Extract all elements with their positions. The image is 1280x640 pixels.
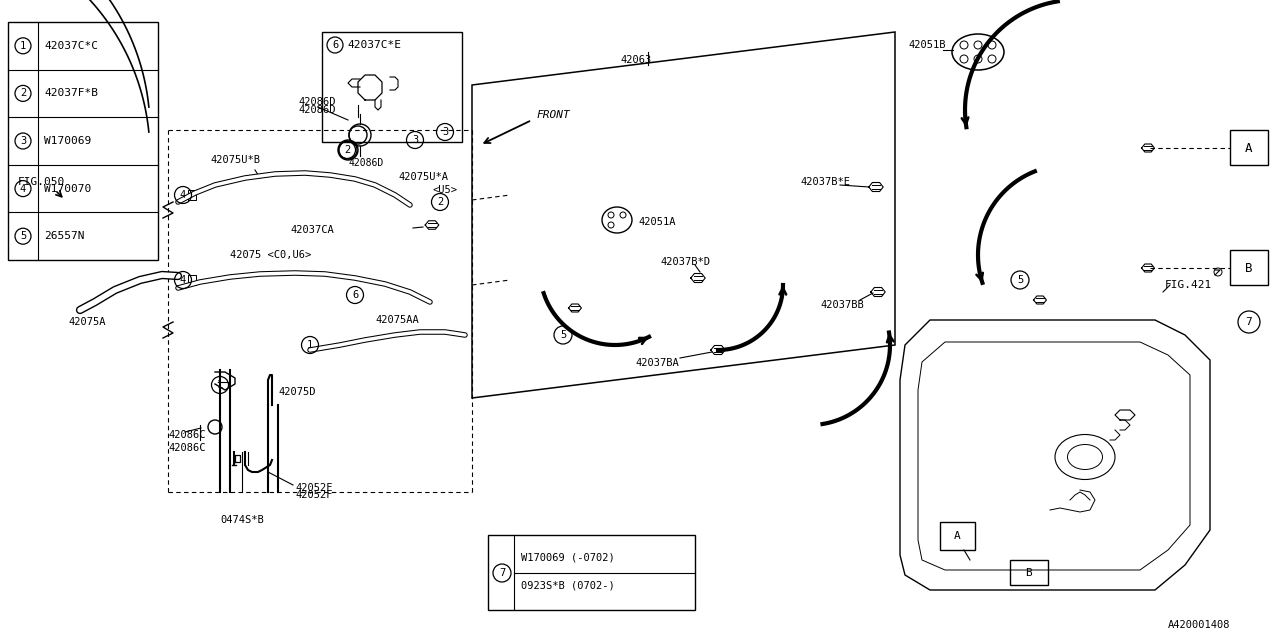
- Text: A: A: [954, 531, 960, 541]
- Text: W170069 (-0702): W170069 (-0702): [521, 553, 614, 563]
- Text: 0474S*B: 0474S*B: [220, 515, 264, 525]
- Text: FIG.050: FIG.050: [18, 177, 65, 187]
- Text: 3: 3: [412, 135, 419, 145]
- Text: 42075 <C0,U6>: 42075 <C0,U6>: [230, 250, 311, 260]
- Text: W170069: W170069: [44, 136, 91, 146]
- Text: 42075U*A: 42075U*A: [398, 172, 448, 182]
- Text: FRONT: FRONT: [536, 110, 570, 120]
- Text: 42086D: 42086D: [298, 105, 335, 115]
- Text: 3: 3: [442, 127, 448, 137]
- Text: 7: 7: [499, 568, 506, 578]
- Text: B: B: [1025, 568, 1033, 578]
- Text: 5: 5: [20, 231, 26, 241]
- Text: 0923S*B (0702-): 0923S*B (0702-): [521, 580, 614, 590]
- Text: 42086D: 42086D: [298, 97, 335, 107]
- Text: 42086D: 42086D: [348, 158, 383, 168]
- Text: 42037B*E: 42037B*E: [800, 177, 850, 187]
- Text: 7: 7: [1245, 317, 1252, 327]
- Text: 4: 4: [180, 275, 186, 285]
- Text: 42052F: 42052F: [294, 490, 333, 500]
- Text: 5: 5: [559, 330, 566, 340]
- Text: 6: 6: [332, 40, 338, 50]
- Text: 42086C: 42086C: [168, 443, 206, 453]
- Text: 3: 3: [20, 136, 26, 146]
- Text: <U5>: <U5>: [433, 185, 457, 195]
- Text: 42037BA: 42037BA: [635, 358, 678, 368]
- Text: 2: 2: [344, 145, 351, 155]
- Text: 1: 1: [20, 41, 26, 51]
- Text: 42075AA: 42075AA: [375, 315, 419, 325]
- Text: 42075A: 42075A: [68, 317, 105, 327]
- Text: A420001408: A420001408: [1169, 620, 1230, 630]
- Text: 42037F*B: 42037F*B: [44, 88, 99, 99]
- Text: 42051A: 42051A: [637, 217, 676, 227]
- Text: 42037C*E: 42037C*E: [347, 40, 401, 50]
- Text: 42075D: 42075D: [278, 387, 315, 397]
- Text: 42086C: 42086C: [168, 430, 206, 440]
- Text: 6: 6: [352, 290, 358, 300]
- Text: 4: 4: [180, 190, 186, 200]
- Text: 42051B: 42051B: [908, 40, 946, 50]
- Text: 42037B*D: 42037B*D: [660, 257, 710, 267]
- Text: 1: 1: [216, 380, 223, 390]
- Text: 4: 4: [20, 184, 26, 194]
- Text: 1: 1: [307, 340, 314, 350]
- Text: 42075U*B: 42075U*B: [210, 155, 260, 165]
- Text: 5: 5: [1016, 275, 1023, 285]
- Text: 2: 2: [436, 197, 443, 207]
- Text: W170070: W170070: [44, 184, 91, 194]
- Text: 42063: 42063: [620, 55, 652, 65]
- Text: 42037BB: 42037BB: [820, 300, 864, 310]
- Text: A: A: [1245, 141, 1253, 154]
- Text: B: B: [1245, 262, 1253, 275]
- Text: 42052F: 42052F: [294, 483, 333, 493]
- Text: FIG.421: FIG.421: [1165, 280, 1212, 290]
- Text: 26557N: 26557N: [44, 231, 84, 241]
- Text: 42037C*C: 42037C*C: [44, 41, 99, 51]
- Text: 42037CA: 42037CA: [291, 225, 334, 235]
- Text: 2: 2: [20, 88, 26, 99]
